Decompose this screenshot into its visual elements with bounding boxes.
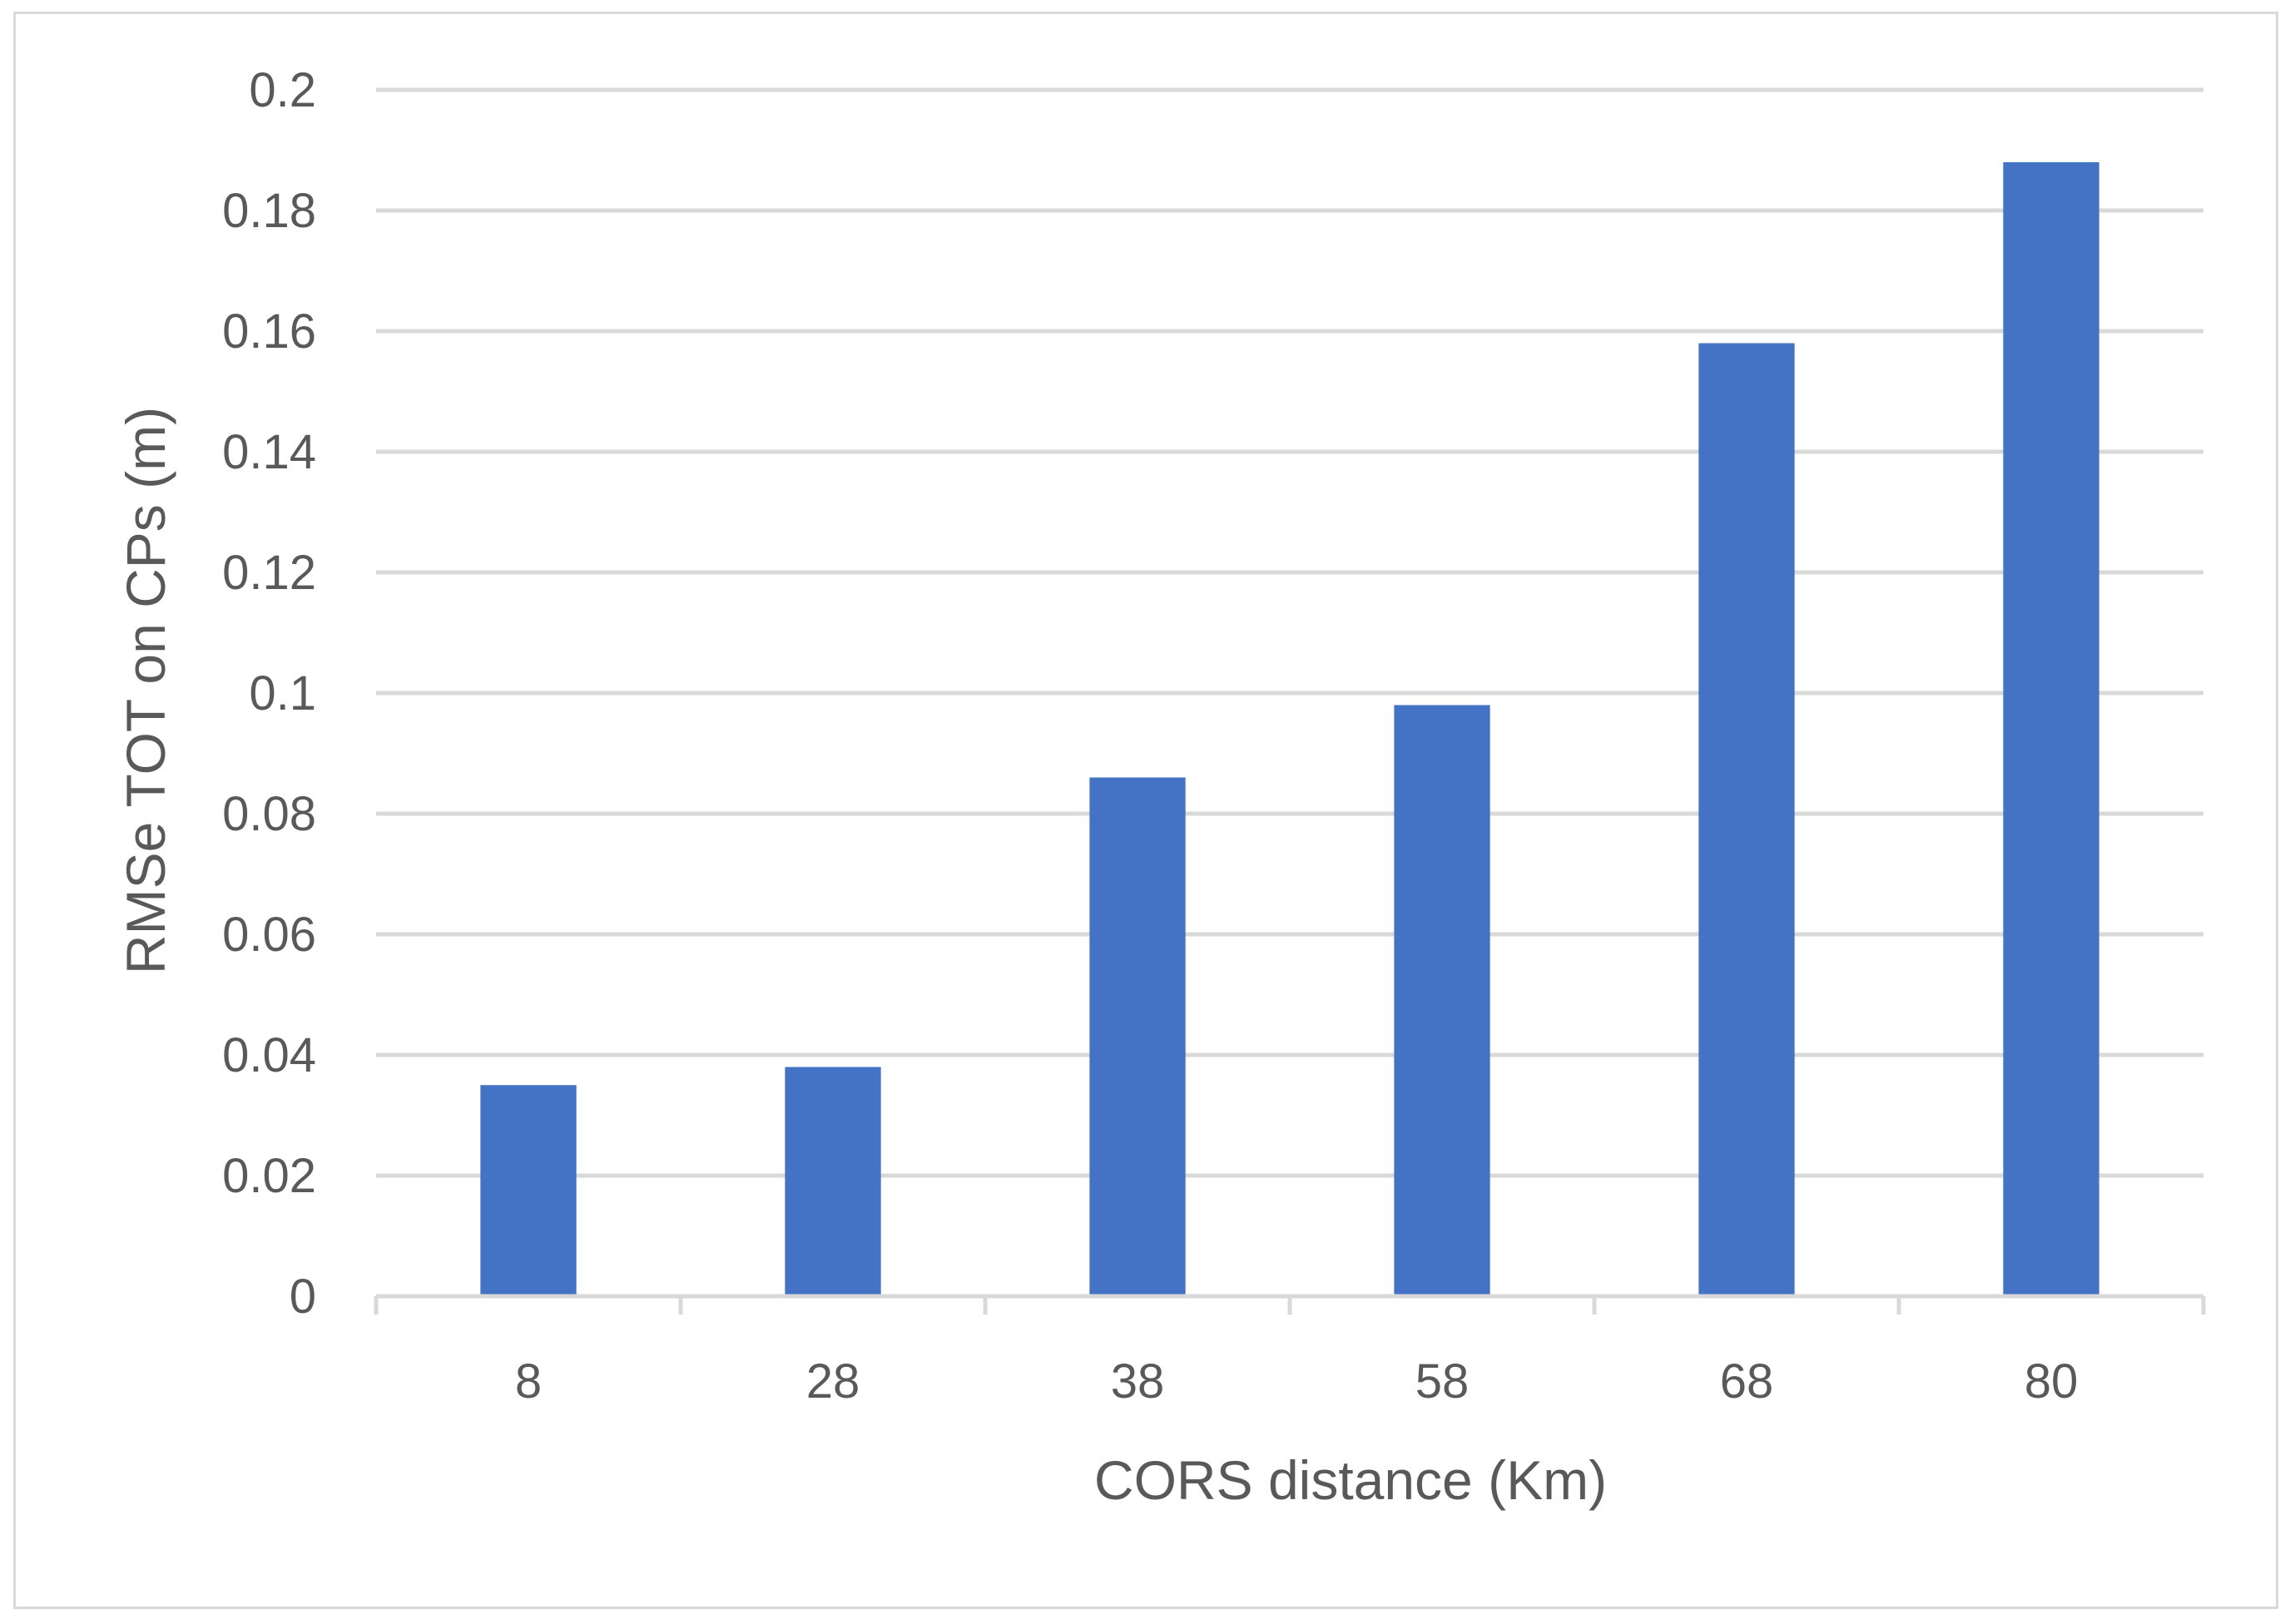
bar-68 <box>1698 343 1795 1296</box>
x-tick-label: 38 <box>1111 1354 1165 1409</box>
x-tick-label: 58 <box>1415 1354 1470 1409</box>
bar-38 <box>1089 777 1186 1296</box>
x-axis-title: CORS distance (Km) <box>1094 1449 1607 1511</box>
y-tick-label: 0.16 <box>222 304 316 359</box>
gridlines <box>376 87 2203 1178</box>
bar-28 <box>785 1067 881 1296</box>
y-tick-label: 0.02 <box>222 1149 316 1203</box>
bars <box>480 162 2099 1296</box>
y-tick-labels: 0 0.02 0.04 0.06 0.08 0.1 0.12 0.14 0.16 0.18 0.2 <box>222 63 316 1324</box>
y-tick-label: 0.2 <box>249 63 316 117</box>
y-axis-title: RMSe TOT on CPs (m) <box>115 407 176 974</box>
y-tick-label: 0.12 <box>222 546 316 600</box>
y-tick-label: 0.18 <box>222 184 316 238</box>
y-tick-label: 0.1 <box>249 666 316 720</box>
x-tick-label: 68 <box>1720 1354 1774 1409</box>
x-tick-label: 80 <box>2025 1354 2079 1409</box>
x-tick-labels: 8 28 38 58 68 80 <box>515 1354 2078 1409</box>
y-tick-label: 0 <box>290 1270 316 1324</box>
bar-58 <box>1394 705 1490 1296</box>
bar-8 <box>480 1085 577 1296</box>
bar-80 <box>2003 162 2099 1296</box>
x-tick-label: 28 <box>806 1354 860 1409</box>
y-tick-label: 0.04 <box>222 1028 316 1082</box>
y-tick-label: 0.06 <box>222 908 316 962</box>
x-axis <box>374 1294 2206 1315</box>
x-tick-label: 8 <box>515 1354 542 1409</box>
y-tick-label: 0.08 <box>222 787 316 841</box>
y-tick-label: 0.14 <box>222 425 316 479</box>
